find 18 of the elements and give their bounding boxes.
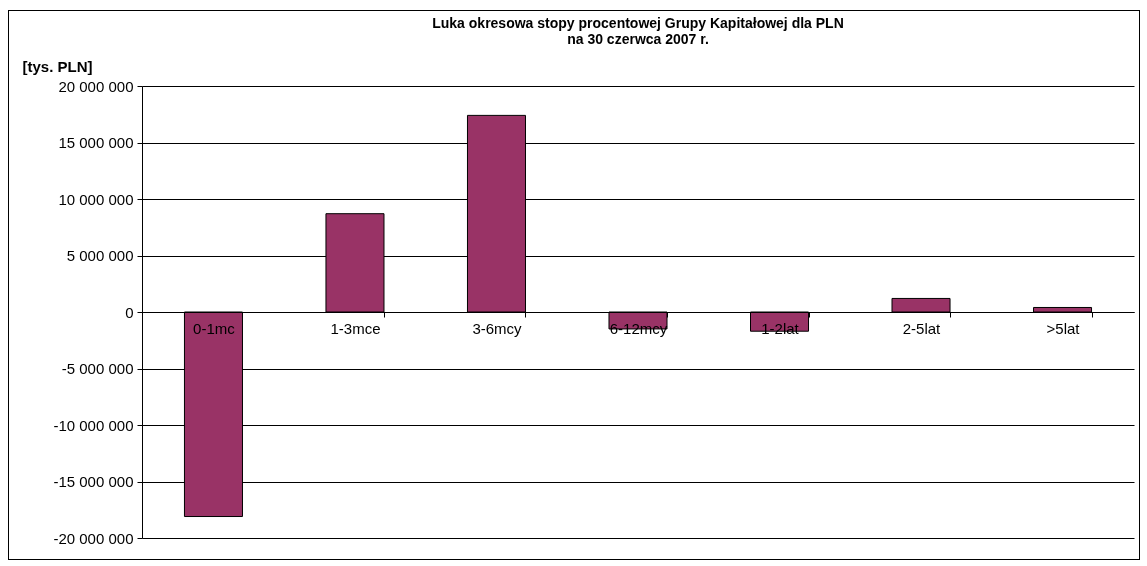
x-tick-label: 6-12mcy — [609, 319, 668, 337]
y-tick-label: 5 000 000 — [66, 247, 134, 264]
y-tick-label: 15 000 000 — [58, 134, 134, 151]
x-tick-label: 1-3mce — [330, 319, 381, 337]
y-tick-label: 10 000 000 — [58, 190, 134, 208]
y-axis-title: [tys. PLN] — [22, 57, 93, 75]
y-tick-label: -5 000 000 — [61, 360, 134, 377]
y-tick-label: -20 000 000 — [53, 529, 134, 547]
x-tick-label: 0-1mc — [193, 319, 236, 337]
y-tick-label: -15 000 000 — [53, 473, 134, 490]
y-tick-label: -10 000 000 — [53, 416, 134, 434]
x-tick-label: 2-5lat — [902, 319, 942, 337]
y-tick-label: 0 — [125, 303, 134, 321]
x-tick-label: >5lat — [1046, 319, 1081, 337]
y-tick-label: 20 000 000 — [58, 77, 134, 95]
x-tick-label: 3-6mcy — [472, 319, 523, 337]
text: Luka okresowa stopy procentowej Grupy Kapitałowej dla PLN — [432, 15, 844, 31]
text: na 30 czerwca 2007 r. — [567, 31, 709, 47]
